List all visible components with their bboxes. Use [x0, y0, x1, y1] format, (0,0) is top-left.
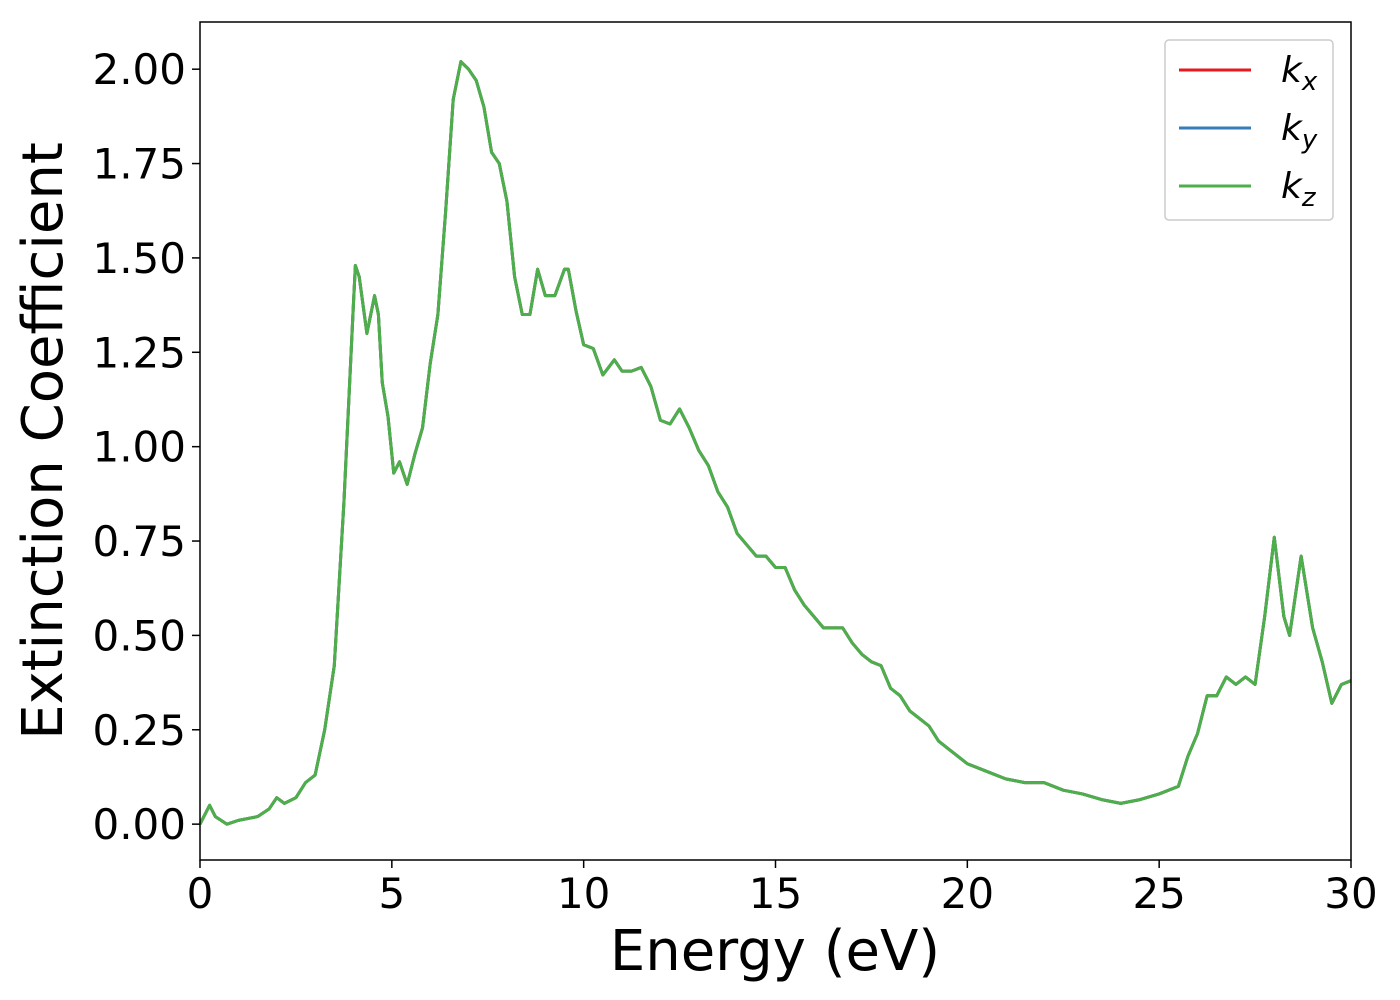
y-tick-label: 1.25: [92, 328, 186, 377]
data-line: [198, 60, 1352, 826]
x-tick-label: 5: [378, 869, 405, 918]
legend: kx ky kz: [1164, 39, 1334, 221]
plot-frame: [199, 21, 1352, 861]
y-tick-label: 1.50: [92, 234, 186, 283]
y-tick-label: 1.75: [92, 140, 186, 189]
y-tick-label: 2.00: [92, 45, 186, 94]
y-tick-label: 0.50: [92, 611, 186, 660]
legend-label: kx: [1281, 50, 1318, 97]
y-axis-label: Extinction Coefficient: [11, 142, 76, 740]
x-axis-label: Energy (eV): [610, 919, 940, 984]
x-tick-label: 0: [187, 869, 214, 918]
y-tick-label: 0.00: [92, 800, 186, 849]
legend-label: kz: [1281, 166, 1317, 213]
y-tick-label: 0.75: [92, 517, 186, 566]
x-tick-label: 15: [749, 869, 802, 918]
x-tick-label: 25: [1132, 869, 1185, 918]
legend-label: ky: [1281, 108, 1318, 155]
y-tick-label: 1.00: [92, 423, 186, 472]
y-tick-label: 0.25: [92, 706, 186, 755]
x-tick-label: 10: [557, 869, 610, 918]
x-tick-label: 20: [941, 869, 994, 918]
legend-box: [1164, 39, 1334, 221]
x-tick-label: 30: [1324, 869, 1377, 918]
